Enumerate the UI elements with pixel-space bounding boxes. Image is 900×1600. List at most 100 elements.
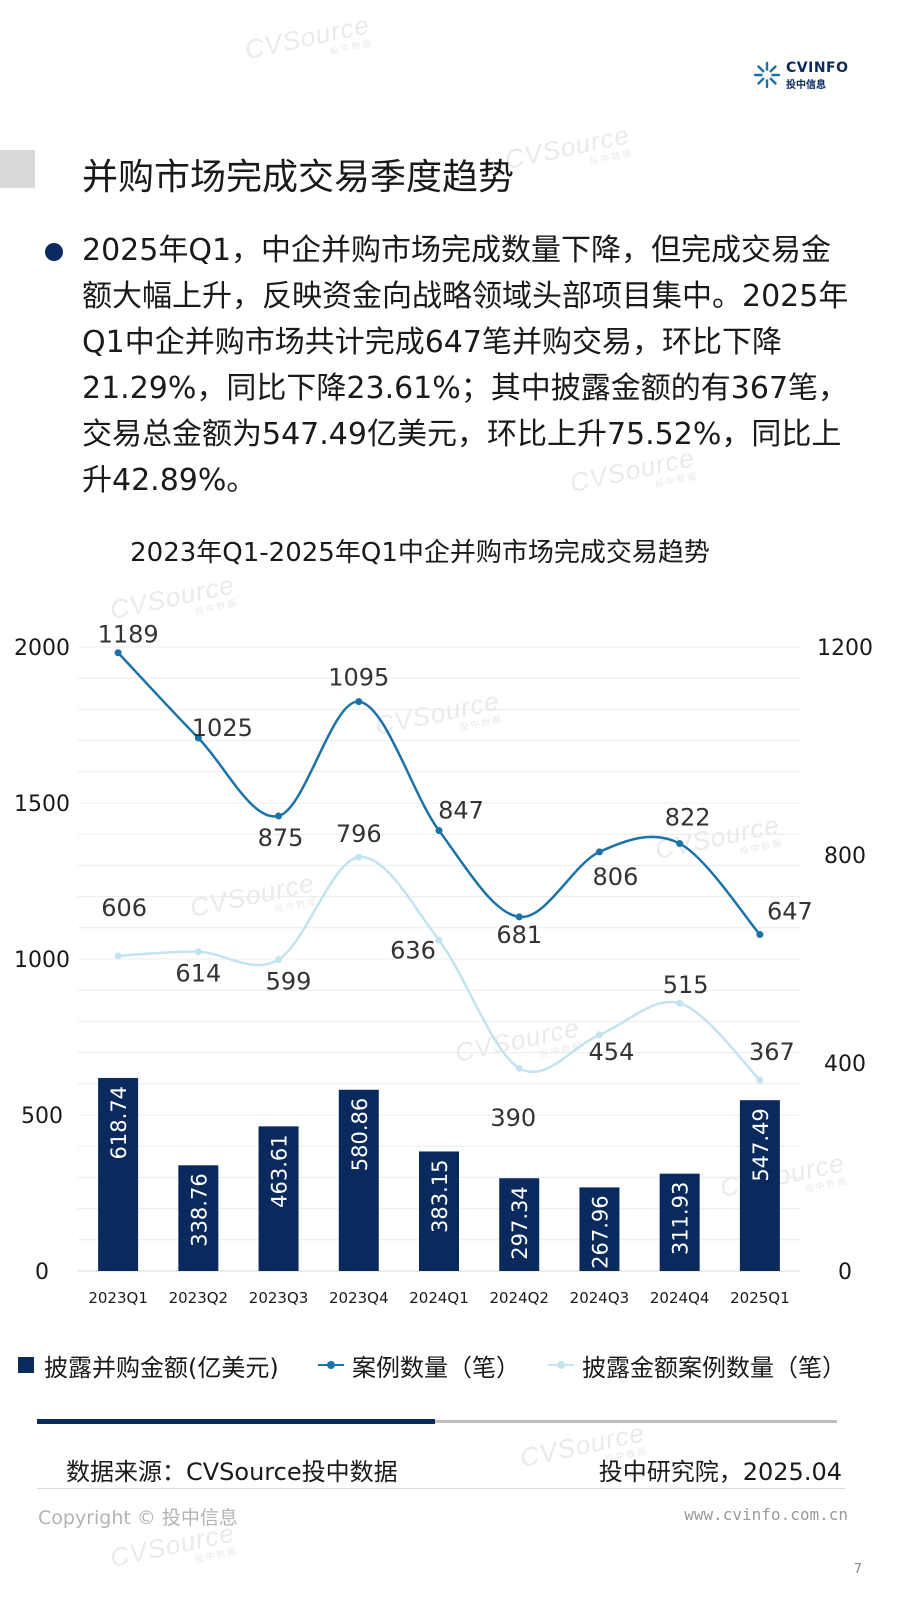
cases-line (117, 651, 761, 936)
brand-logo: CVINFO 投中信息 (752, 58, 848, 92)
x-tick-label: 2025Q1 (730, 1289, 790, 1307)
website-link[interactable]: www.cvinfo.com.cn (684, 1505, 848, 1524)
cases-point (194, 734, 202, 742)
bar-value-label: 297.34 (508, 1186, 532, 1259)
cases-value-label: 1189 (98, 621, 159, 649)
cvinfo-logo-icon (753, 61, 781, 89)
bar (659, 1173, 700, 1271)
x-tick-label: 2023Q1 (88, 1289, 148, 1307)
y-left-tick-label: 1500 (14, 792, 70, 817)
y-left-tick-label: 2000 (14, 636, 70, 661)
copyright: Copyright © 投中信息 (38, 1507, 238, 1529)
disclosed-cases-value-label: 636 (390, 936, 436, 964)
bar (178, 1165, 219, 1271)
disclosed-cases-value-label: 454 (589, 1038, 635, 1066)
cases-point (114, 649, 122, 657)
cases-point (756, 931, 764, 939)
y-right-tick-label: 800 (824, 844, 866, 869)
footer-divider-light (435, 1420, 837, 1423)
y-right-tick-label: 0 (838, 1260, 852, 1285)
x-tick-label: 2023Q4 (329, 1289, 389, 1307)
bar (499, 1178, 540, 1271)
page-title: 并购市场完成交易季度趋势 (82, 157, 515, 198)
chart-title: 2023年Q1-2025年Q1中企并购市场完成交易趋势 (130, 538, 710, 568)
y-left-tick-label: 0 (35, 1260, 49, 1285)
y-left-tick-label: 1000 (14, 948, 70, 973)
cases-point (275, 812, 283, 820)
x-tick-label: 2023Q2 (169, 1289, 229, 1307)
x-tick-label: 2024Q4 (650, 1289, 710, 1307)
bar-value-label: 383.15 (428, 1159, 452, 1232)
legend-item-disclosed-cases: 披露金额案例数量（笔） (548, 1350, 846, 1382)
x-tick-label: 2024Q1 (409, 1289, 469, 1307)
bar (419, 1151, 459, 1271)
cases-value-label: 647 (767, 898, 813, 926)
cases-value-label: 681 (496, 921, 542, 949)
x-tick-label: 2023Q3 (249, 1289, 309, 1307)
y-right-tick-label: 400 (824, 1052, 866, 1077)
disclosed-cases-point (756, 1076, 764, 1084)
cases-point (355, 698, 363, 706)
logo-text: CVINFO (786, 60, 849, 76)
disclosed-cases-value-label: 367 (749, 1038, 795, 1066)
disclosed-cases-value-label: 390 (490, 1104, 536, 1132)
disclosed-cases-point (275, 956, 283, 964)
disclosed-cases-point (515, 1064, 523, 1072)
disclosed-cases-value-label: 599 (266, 968, 312, 996)
bar-value-label: 463.61 (268, 1134, 292, 1207)
legend-item-amount: 披露并购金额(亿美元) (18, 1350, 279, 1382)
bar (98, 1077, 139, 1271)
combo-chart: 0 500 1000 1500 2000 0 400 800 1200 618.74 338.76 4… (14, 621, 873, 1307)
cases-value-label: 875 (258, 824, 304, 852)
footer-rule (37, 1488, 845, 1489)
disclosed-cases-value-label: 606 (101, 894, 147, 922)
cases-value-label: 822 (665, 804, 711, 832)
title-accent-bar (0, 150, 35, 188)
legend-label: 披露金额案例数量（笔） (582, 1353, 846, 1382)
bar-value-label: 618.74 (107, 1086, 131, 1159)
disclosed-cases-value-label: 796 (336, 820, 382, 848)
legend-label: 披露并购金额(亿美元) (44, 1353, 279, 1382)
disclosed-cases-point (114, 952, 122, 960)
cases-point (515, 913, 523, 921)
x-tick-label: 2024Q2 (489, 1289, 549, 1307)
summary-text: 2025年Q1，中企并购市场完成数量下降，但完成交易金额大幅上升，反映资金向战略… (82, 233, 849, 498)
page-number: 7 (853, 1562, 862, 1577)
disclosed-cases-point (435, 936, 443, 944)
cases-value-label: 806 (593, 863, 639, 891)
x-tick-label: 2024Q3 (570, 1289, 630, 1307)
cases-point (676, 840, 684, 848)
disclosed-cases-point (355, 853, 363, 861)
disclosed-cases-value-label: 515 (663, 971, 709, 999)
disclosed-cases-value-label: 614 (175, 960, 221, 988)
bar-value-label: 547.49 (749, 1108, 773, 1181)
logo-subtext: 投中信息 (786, 80, 826, 91)
legend-bar-swatch (18, 1357, 34, 1373)
bar-value-label: 580.86 (348, 1098, 372, 1171)
y-right-tick-label: 1200 (817, 636, 873, 661)
bar (579, 1187, 620, 1271)
bar (739, 1100, 780, 1271)
cases-value-label: 1095 (328, 664, 389, 692)
bar-value-label: 338.76 (187, 1173, 211, 1246)
bar (258, 1126, 299, 1271)
y-left-tick-label: 500 (21, 1104, 63, 1129)
footer-divider-dark (37, 1419, 435, 1424)
publisher-date: 投中研究院，2025.04 (598, 1458, 842, 1486)
cases-point (595, 848, 603, 856)
watermark: CVSource 投中数据 (242, 9, 375, 65)
disclosed-cases-point (595, 1031, 603, 1039)
disclosed-cases-point (676, 999, 684, 1007)
disclosed-cases-point (194, 948, 202, 956)
legend-label: 案例数量（笔） (352, 1353, 520, 1382)
bar-value-label: 267.96 (588, 1195, 612, 1268)
bullet-icon (45, 243, 63, 261)
legend-line-swatch (318, 1357, 344, 1373)
bar-value-label: 311.93 (669, 1182, 693, 1255)
cases-value-label: 847 (438, 797, 484, 825)
bar (338, 1089, 379, 1271)
cases-point (435, 827, 443, 835)
legend-line-swatch (548, 1357, 574, 1373)
data-source: 数据来源：CVSource投中数据 (66, 1458, 398, 1486)
watermark: CVSource 投中数据 (502, 119, 635, 175)
